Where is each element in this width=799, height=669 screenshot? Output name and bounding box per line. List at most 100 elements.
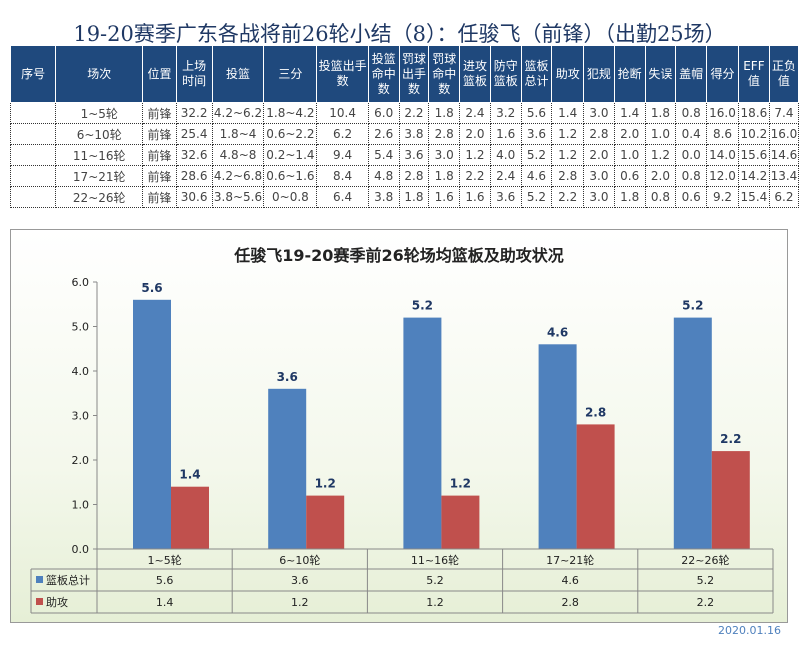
table-cell: 5.6 <box>520 102 553 124</box>
table-row: 6~10轮 前锋 25.4 1.8~4 0.6~2.2 6.2 2.6 3.8 2.8 2.0 1.… <box>9 123 799 145</box>
table-cell: 32.6 <box>175 144 213 166</box>
column-header: 犯规 <box>583 45 615 103</box>
table-cell: 3.6 <box>398 144 430 166</box>
column-header: EFF值 <box>737 45 770 103</box>
table-cell: 3.6 <box>489 186 522 208</box>
table-cell: 10.2 <box>737 123 770 145</box>
table-cell: 1.4 <box>613 102 646 124</box>
table-cell <box>9 102 57 124</box>
table-cell: 14.0 <box>706 144 739 166</box>
table-row: 11~16轮 前锋 32.6 4.8~8 0.2~1.4 9.4 5.4 3.6 3.0 1.2 4… <box>9 144 799 166</box>
table-value: 1.2 <box>426 596 444 609</box>
bar-rebounds <box>268 388 307 549</box>
table-cell: 1.8~4.2 <box>263 102 318 124</box>
category-label: 1~5轮 <box>147 553 181 567</box>
table-cell: 0.6~2.2 <box>263 123 318 145</box>
data-label: 1.2 <box>450 477 471 491</box>
table-cell: 1.8 <box>398 186 430 208</box>
table-cell: 28.6 <box>175 165 213 187</box>
table-cell: 14.6 <box>768 144 799 166</box>
data-label: 1.2 <box>315 477 336 491</box>
table-cell: 1.2 <box>644 144 677 166</box>
table-cell: 1.8~4 <box>211 123 265 145</box>
date-label: 2020.01.16 <box>718 624 781 637</box>
column-header: 三分 <box>263 45 318 103</box>
category-label: 6~10轮 <box>279 553 320 567</box>
table-cell: 1.8 <box>613 186 646 208</box>
page-title: 19-20赛季广东各战将前26轮小结（8）：任骏飞（前锋）（出勤25场） <box>73 22 726 46</box>
bar-rebounds <box>673 317 712 549</box>
table-cell: 18.6 <box>737 102 770 124</box>
table-cell: 32.2 <box>175 102 213 124</box>
column-header: 抢断 <box>613 45 646 103</box>
table-cell: 1.2 <box>551 144 585 166</box>
table-cell: 2.0 <box>644 165 677 187</box>
table-cell: 0~0.8 <box>263 186 318 208</box>
table-cell: 0.2~1.4 <box>263 144 318 166</box>
table-cell: 3.0 <box>583 102 615 124</box>
table-cell: 2.0 <box>583 144 615 166</box>
table-cell: 2.4 <box>489 165 522 187</box>
table-cell: 2.2 <box>459 165 491 187</box>
table-cell: 15.4 <box>737 186 770 208</box>
table-value: 5.6 <box>156 574 174 587</box>
legend-label: 助攻 <box>46 595 68 609</box>
legend-swatch <box>36 576 43 583</box>
table-cell: 6~10轮 <box>55 123 144 145</box>
table-cell: 1.6 <box>489 123 522 145</box>
table-cell: 30.6 <box>175 186 213 208</box>
table-cell <box>9 123 57 145</box>
column-header: 罚球命中数 <box>428 45 461 103</box>
legend-label: 篮板总计 <box>46 573 90 587</box>
column-header: 盖帽 <box>675 45 708 103</box>
table-value: 2.8 <box>561 596 579 609</box>
table-cell: 0.8 <box>644 186 677 208</box>
table-cell: 1.8 <box>428 102 461 124</box>
table-value: 5.2 <box>697 574 715 587</box>
table-cell: 4.0 <box>489 144 522 166</box>
table-cell: 0.0 <box>675 144 708 166</box>
table-cell: 11~16轮 <box>55 144 144 166</box>
category-label: 17~21轮 <box>546 553 594 567</box>
y-tick-label: 5.0 <box>72 321 90 334</box>
table-cell: 3.6 <box>520 123 553 145</box>
column-header: 序号 <box>9 45 57 103</box>
table-cell: 25.4 <box>175 123 213 145</box>
table-cell: 前锋 <box>142 102 177 124</box>
data-label: 1.4 <box>179 468 200 482</box>
table-cell: 9.2 <box>706 186 739 208</box>
y-tick-label: 0.0 <box>72 543 90 556</box>
table-cell: 1.2 <box>551 123 585 145</box>
table-cell: 14.2 <box>737 165 770 187</box>
table-cell: 15.6 <box>737 144 770 166</box>
chart-title: 任骏飞19-20赛季前26轮场均篮板及助攻状况 <box>234 246 564 265</box>
table-cell: 1.0 <box>644 123 677 145</box>
table-cell: 前锋 <box>142 165 177 187</box>
table-cell: 1.0 <box>613 144 646 166</box>
table-cell: 1.2 <box>459 144 491 166</box>
table-cell <box>9 144 57 166</box>
bar-assists <box>576 424 615 549</box>
column-header: 罚球出手数 <box>398 45 430 103</box>
data-label: 4.6 <box>547 325 568 339</box>
table-cell: 前锋 <box>142 186 177 208</box>
table-cell <box>9 186 57 208</box>
table-cell: 2.8 <box>398 165 430 187</box>
table-cell: 3.0 <box>428 144 461 166</box>
column-header: 投篮命中数 <box>367 45 400 103</box>
column-header: 位置 <box>142 45 177 103</box>
table-cell: 2.8 <box>551 165 585 187</box>
column-header: 失误 <box>644 45 677 103</box>
table-cell: 9.4 <box>316 144 369 166</box>
table-cell: 17~21轮 <box>55 165 144 187</box>
bar-assists <box>441 495 480 549</box>
table-cell: 0.6 <box>675 186 708 208</box>
data-label: 5.2 <box>412 299 433 313</box>
bar-rebounds <box>133 299 171 549</box>
data-label: 3.6 <box>277 370 298 384</box>
table-row: 17~21轮 前锋 28.6 4.2~6.8 0.6~1.6 8.4 4.8 2.8 1.8 2.… <box>9 165 799 187</box>
data-label: 5.2 <box>682 299 703 313</box>
column-header: 得分 <box>706 45 739 103</box>
y-tick-label: 3.0 <box>72 410 90 423</box>
table-cell: 2.8 <box>583 123 615 145</box>
